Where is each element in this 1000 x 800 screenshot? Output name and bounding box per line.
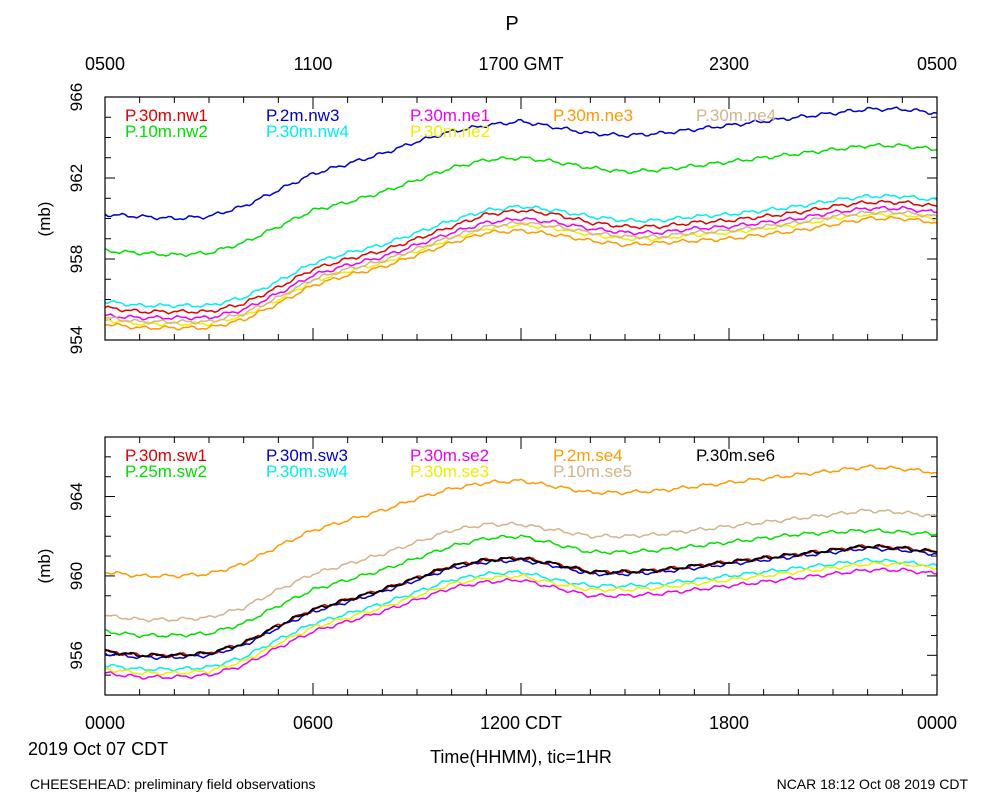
legend-entry: P.10m.nw2: [125, 122, 208, 141]
legend-entry: P.30m.sw3: [266, 446, 348, 465]
series-line-p-2m-nw3: [104, 106, 938, 221]
cdt-tick-label: 1200 CDT: [480, 713, 562, 733]
series-line-p-30m-se6: [104, 544, 938, 659]
legend-entry: P.10m.se5: [553, 462, 632, 481]
cdt-tick-label: 1800: [709, 713, 749, 733]
top-panel-y-axis-label: (mb): [35, 202, 54, 237]
legend-entry: P.30m.ne3: [553, 106, 633, 125]
y-tick-label: 954: [67, 326, 86, 354]
series-line-p-30m-sw4: [104, 557, 938, 673]
bottom-panel-y-axis-label: (mb): [35, 549, 54, 584]
legend-entry: P.30m.nw4: [266, 122, 349, 141]
bottom-panel-y-tick-labels: 956 960 964: [67, 482, 86, 669]
series-line-p-30m-se2: [104, 567, 938, 680]
gmt-tick-label: 2300: [709, 54, 749, 74]
chart-title: P: [505, 13, 518, 35]
footer-left: CHEESEHEAD: preliminary field observatio…: [30, 776, 316, 792]
legend-entry: P.30m.sw1: [125, 446, 207, 465]
y-tick-label: 964: [67, 482, 86, 510]
legend-entry: P.30m.sw4: [266, 462, 348, 481]
y-tick-label: 958: [67, 245, 86, 273]
legend-entry: P.30m.ne2: [410, 122, 490, 141]
y-tick-label: 960: [67, 562, 86, 590]
series-line-p-30m-ne4: [104, 209, 938, 325]
legend-entry: P.30m.ne4: [696, 106, 776, 125]
footer-right: NCAR 18:12 Oct 08 2019 CDT: [777, 776, 969, 792]
gmt-tick-label: 1100: [294, 54, 333, 74]
top-panel-y-tick-labels: 954 958 962 966: [67, 83, 86, 354]
legend-entry: P.30m.se3: [410, 462, 489, 481]
x-axis-label: Time(HHMM), tic=1HR: [430, 747, 612, 767]
y-tick-label: 962: [67, 164, 86, 192]
gmt-tick-labels: 0500 1100 1700 GMT 2300 0500: [85, 54, 957, 74]
gmt-tick-label: 1700 GMT: [478, 54, 563, 74]
cdt-tick-label: 0000: [85, 713, 125, 733]
bottom-panel-frame: [104, 436, 938, 696]
series-line-p-30m-se3: [104, 561, 938, 676]
series-line-p-2m-se4: [104, 464, 937, 579]
legend-entry: P.30m.ne1: [410, 106, 490, 125]
series-line-p-10m-se5: [104, 508, 938, 623]
gmt-tick-label: 0500: [85, 54, 125, 74]
series-line-p-25m-sw2: [104, 528, 938, 639]
cdt-tick-label: 0000: [917, 713, 957, 733]
series-line-p-30m-nw4: [104, 193, 938, 309]
top-panel-series: [104, 106, 938, 331]
bottom-panel-series: [104, 464, 938, 680]
legend-entry: P.30m.nw1: [125, 106, 208, 125]
date-label: 2019 Oct 07 CDT: [28, 739, 168, 759]
cdt-tick-labels: 0000 0600 1200 CDT 1800 0000: [85, 713, 957, 733]
legend-entry: P.2m.nw3: [266, 106, 339, 125]
y-tick-label: 966: [67, 83, 86, 111]
legend-entry: P.30m.se6: [696, 446, 775, 465]
series-line-p-30m-ne2: [105, 211, 938, 327]
top-panel-frame: [104, 96, 938, 341]
cdt-tick-label: 0600: [293, 713, 333, 733]
legend-entry: P.25m.sw2: [125, 462, 207, 481]
series-line-p-10m-nw2: [104, 142, 938, 258]
legend-entry: P.30m.se2: [410, 446, 489, 465]
series-line-p-30m-nw1: [104, 199, 938, 315]
series-line-p-30m-ne3: [104, 215, 938, 331]
series-line-p-30m-ne1: [104, 205, 938, 321]
legend-entry: P.2m.se4: [553, 446, 623, 465]
gmt-tick-label: 0500: [917, 54, 957, 74]
y-tick-label: 956: [67, 641, 86, 669]
